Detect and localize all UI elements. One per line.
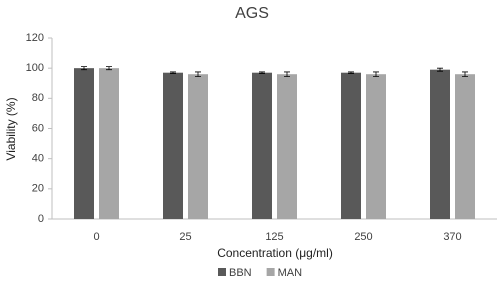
y-tick-label: 0 (38, 213, 44, 225)
x-axis-label: Concentration (μg/ml) (217, 246, 333, 260)
bar (99, 68, 119, 220)
error-bar (462, 71, 468, 77)
error-bar (373, 71, 379, 77)
x-tick-label: 370 (443, 231, 461, 243)
bar (74, 68, 94, 220)
x-tick-label: 25 (179, 231, 191, 243)
x-tick-label: 125 (265, 231, 283, 243)
error-bar (284, 71, 290, 77)
y-axis-label: Viability (%) (4, 97, 18, 160)
legend-swatch (218, 268, 226, 276)
bar (188, 74, 208, 219)
bar (277, 74, 297, 219)
error-bar (348, 71, 354, 74)
error-bar (195, 71, 201, 77)
y-tick-label: 20 (32, 183, 44, 195)
bar (430, 69, 450, 219)
legend-label: MAN (278, 267, 303, 279)
chart-title: AGS (235, 5, 269, 22)
y-tick-label: 120 (26, 32, 44, 44)
legend-swatch (266, 268, 275, 276)
bar (366, 74, 386, 219)
legend-label: BBN (229, 267, 252, 279)
error-bar (170, 71, 176, 74)
bar (455, 74, 475, 219)
y-tick-label: 100 (26, 62, 44, 74)
bar (341, 72, 361, 219)
x-tick-label: 250 (354, 231, 372, 243)
error-bar (106, 66, 112, 71)
y-tick-label: 60 (32, 122, 44, 134)
error-bar (437, 67, 443, 72)
bar (252, 72, 272, 219)
error-bar (81, 66, 87, 71)
bar (163, 72, 183, 219)
x-tick-label: 0 (93, 231, 99, 243)
error-bar (259, 71, 265, 74)
y-tick-label: 40 (32, 153, 44, 165)
y-tick-label: 80 (32, 92, 44, 104)
